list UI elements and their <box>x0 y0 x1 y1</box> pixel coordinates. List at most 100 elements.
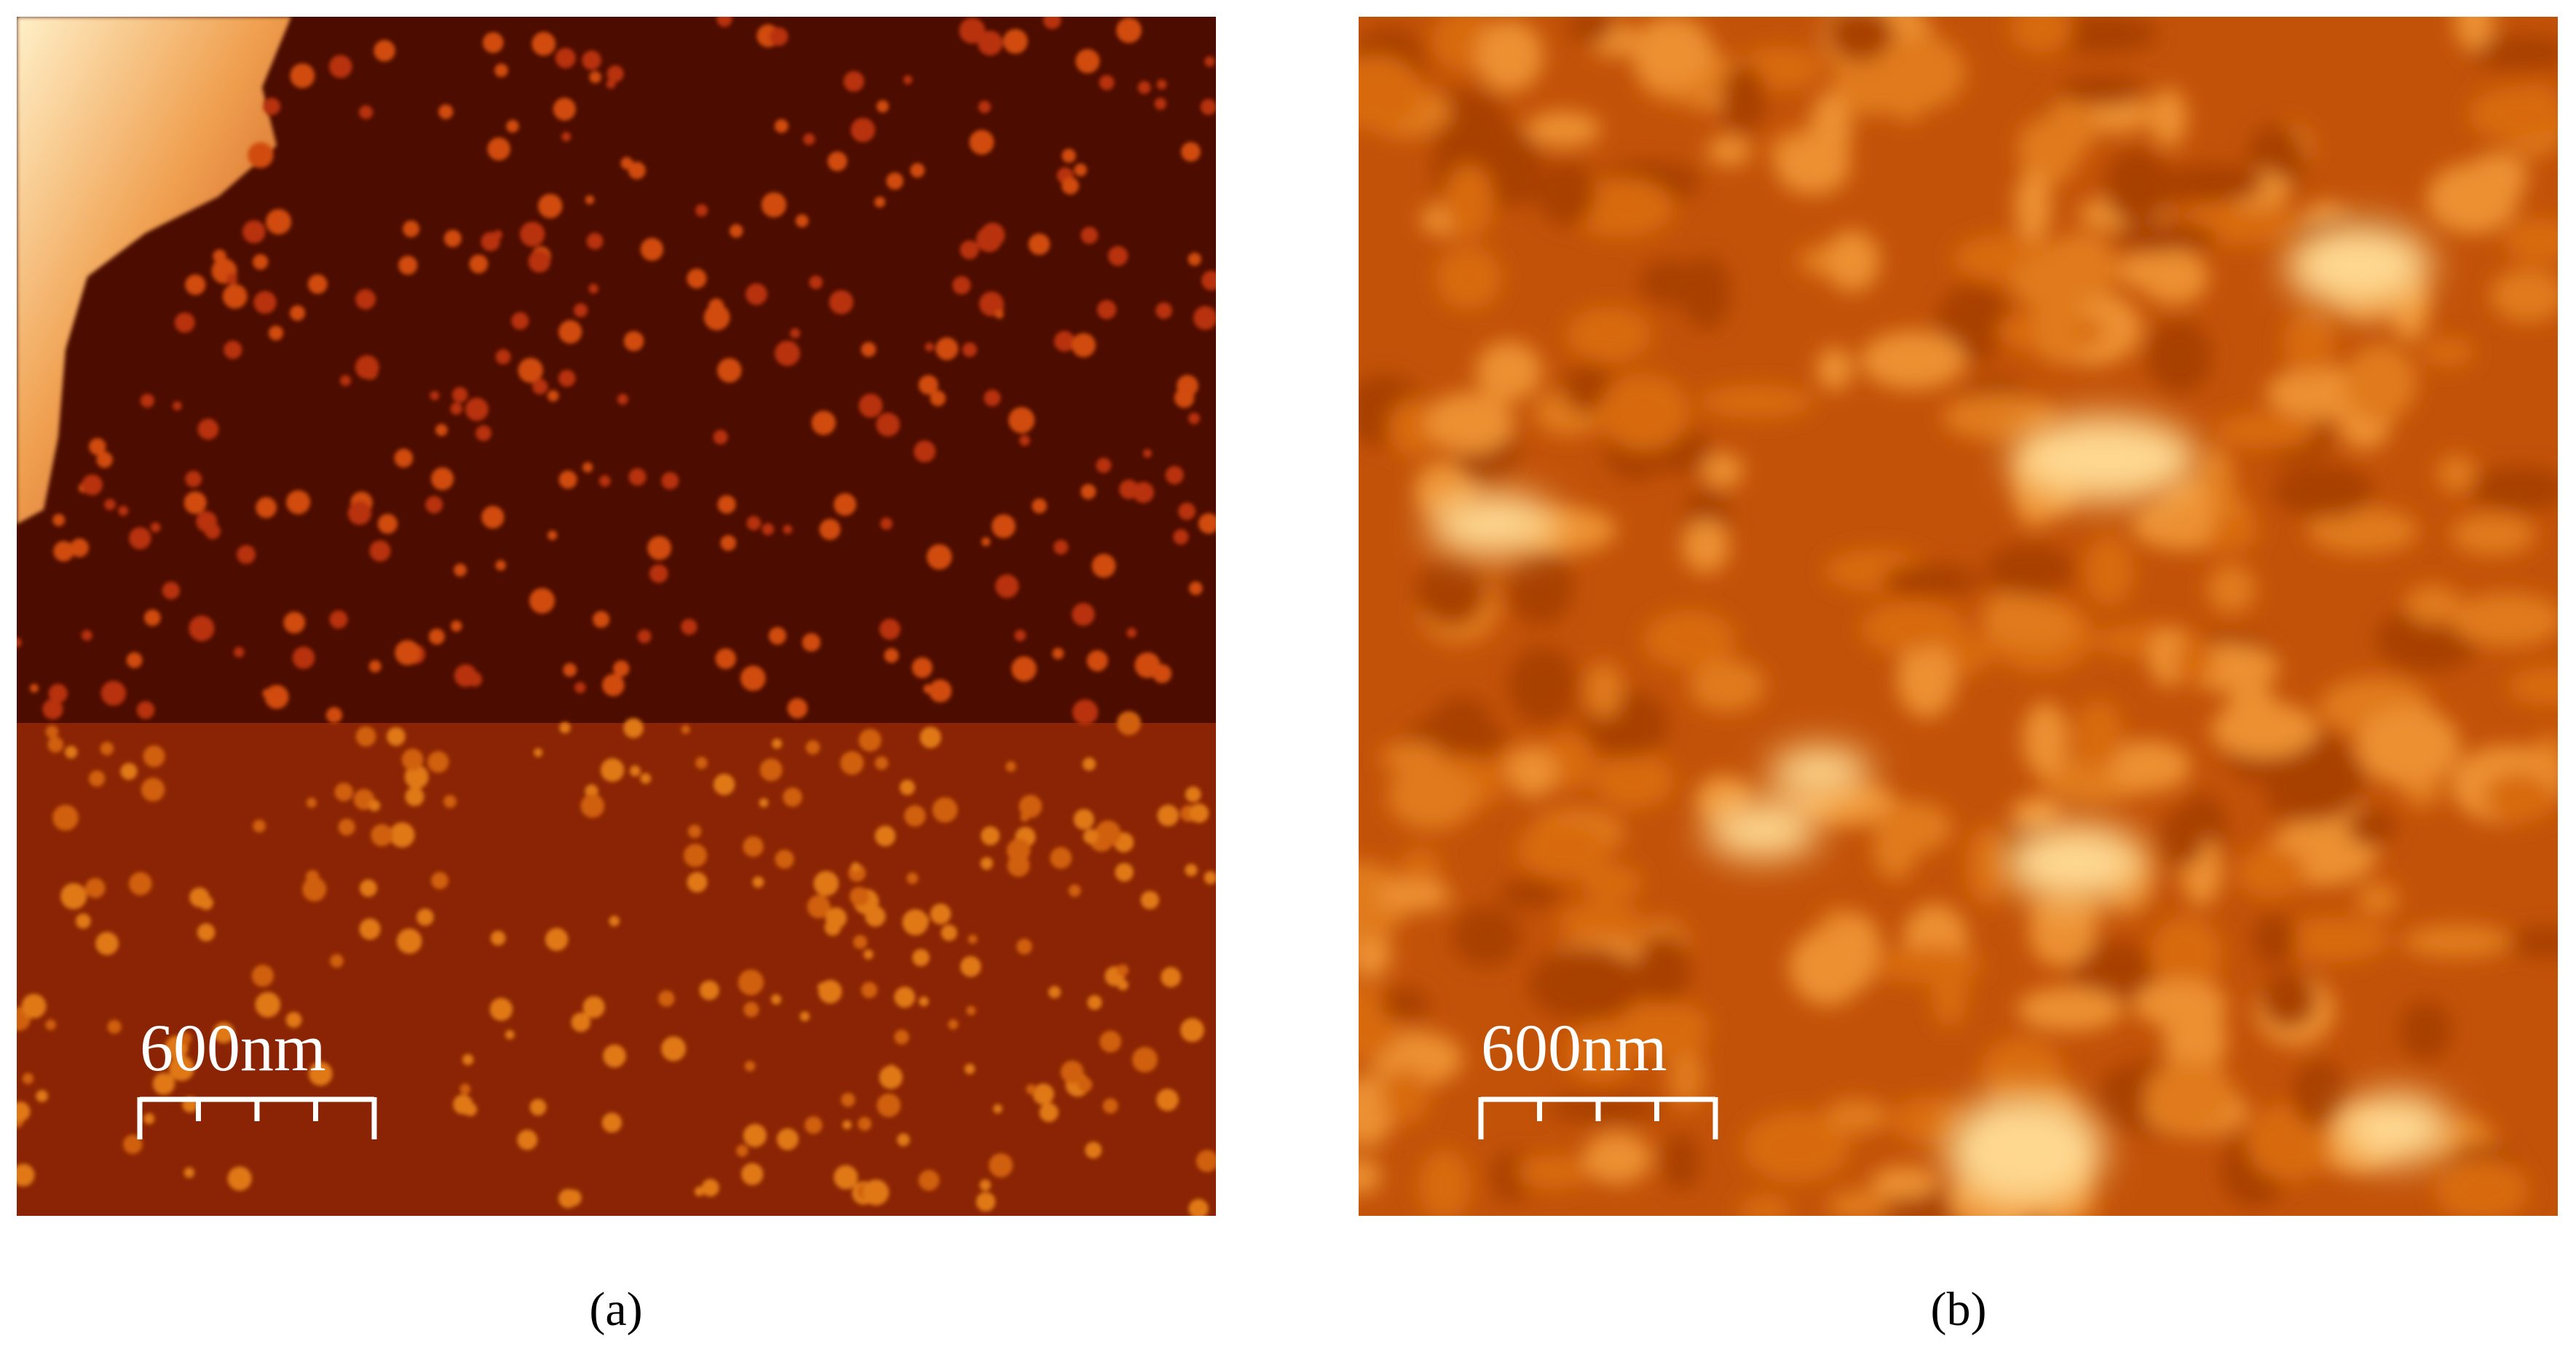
particle <box>377 513 398 534</box>
particle <box>1014 629 1027 641</box>
particle <box>858 729 882 752</box>
particle <box>532 31 556 56</box>
particle <box>307 274 328 294</box>
particle <box>918 375 939 395</box>
particle <box>995 309 1004 319</box>
particle <box>528 250 550 273</box>
particle <box>964 1064 976 1075</box>
particle <box>60 883 87 909</box>
particle <box>368 799 381 812</box>
particle <box>1140 890 1159 909</box>
grain <box>1638 259 1700 306</box>
particle <box>89 438 106 456</box>
particle <box>405 787 424 807</box>
particle <box>1193 306 1216 330</box>
grain <box>1557 902 1645 942</box>
grain <box>1682 519 1730 573</box>
particle <box>1174 387 1195 408</box>
afm-image-a <box>17 17 1216 1216</box>
scale-bar-label: 600nm <box>1481 1011 1667 1085</box>
particle <box>506 119 519 133</box>
particle <box>894 987 915 1008</box>
particle <box>935 337 959 360</box>
particle <box>65 746 78 759</box>
particle <box>431 467 454 491</box>
particle <box>251 965 274 987</box>
particle <box>1099 75 1115 90</box>
grain <box>1585 662 1623 719</box>
particle <box>976 1192 996 1211</box>
grain <box>1451 906 1522 967</box>
particle <box>817 982 826 992</box>
particle <box>716 17 732 27</box>
particle <box>981 537 991 547</box>
particle <box>571 1012 591 1032</box>
particle <box>850 117 875 143</box>
particle <box>582 50 601 70</box>
grain <box>2104 149 2173 224</box>
particle <box>237 545 256 564</box>
grain <box>1359 55 1423 131</box>
particle <box>563 663 577 677</box>
grain <box>1870 1166 1937 1200</box>
particle <box>879 1065 903 1089</box>
particle <box>628 162 646 180</box>
grain <box>1662 1132 1700 1191</box>
grain <box>2226 681 2279 751</box>
grain <box>2012 796 2061 829</box>
particle <box>770 994 781 1005</box>
particle <box>371 824 393 847</box>
particle <box>518 357 543 383</box>
particle <box>1082 757 1096 771</box>
grain <box>2468 86 2558 142</box>
particle <box>1062 177 1079 195</box>
particle <box>861 981 877 998</box>
particle <box>1181 142 1201 162</box>
particle <box>640 237 664 261</box>
particle <box>1154 98 1167 110</box>
particle <box>462 1053 474 1066</box>
particle <box>459 1083 471 1095</box>
grain <box>2503 218 2558 264</box>
particle <box>918 996 929 1007</box>
particle <box>475 425 491 441</box>
grain <box>1985 542 2075 596</box>
grain <box>2437 454 2476 493</box>
particle <box>189 615 215 641</box>
grain <box>1359 930 1392 978</box>
particle <box>607 65 624 82</box>
grain <box>2278 746 2366 813</box>
grain <box>2307 507 2419 554</box>
particle <box>582 996 605 1019</box>
grain <box>2059 75 2144 106</box>
particle <box>738 969 764 996</box>
grain <box>1702 453 1744 488</box>
particle <box>553 98 576 121</box>
particle <box>263 98 281 116</box>
particle <box>435 424 448 436</box>
particle <box>585 195 595 205</box>
particle <box>910 162 925 178</box>
particle <box>768 627 786 645</box>
particle <box>602 673 625 697</box>
particle <box>1073 809 1094 830</box>
particle <box>1054 539 1069 555</box>
grain <box>2034 287 2080 365</box>
grain <box>2291 1060 2350 1128</box>
particle <box>863 949 874 960</box>
particle <box>107 1019 122 1034</box>
particle <box>396 928 422 954</box>
grain <box>1581 863 1643 902</box>
particle <box>613 660 630 677</box>
particle <box>902 909 929 936</box>
particle <box>325 707 343 724</box>
grain <box>1492 1150 1531 1203</box>
grain <box>2010 17 2074 53</box>
particle <box>573 303 588 317</box>
particle <box>355 289 376 310</box>
particle <box>47 736 64 753</box>
particle <box>561 132 572 142</box>
particle <box>100 741 114 756</box>
particle <box>695 756 708 770</box>
grain <box>1508 748 1558 798</box>
